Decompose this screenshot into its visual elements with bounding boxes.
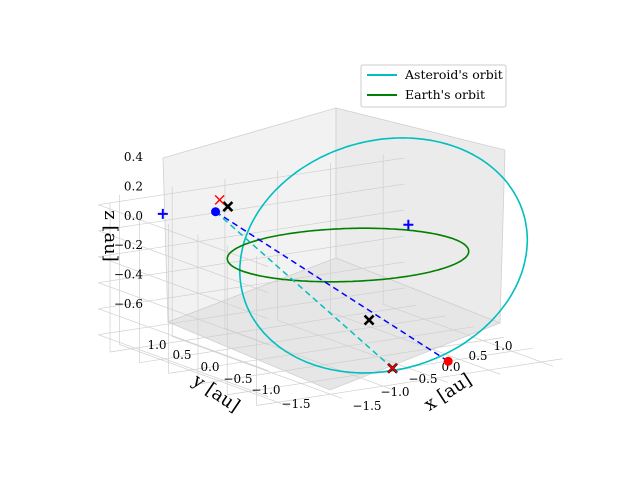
z-tick-label: −0.4 <box>114 268 144 282</box>
z-tick-labels: 0.4 0.2 0.0 −0.2 −0.4 −0.6 <box>114 150 144 311</box>
y-tick-label: −0.5 <box>223 372 252 386</box>
markers <box>157 194 453 374</box>
black-x-marker <box>222 201 234 213</box>
y-tick-label: 0.0 <box>200 360 219 374</box>
y-tick-label: 1.0 <box>147 338 166 352</box>
y-tick-label: −1.0 <box>251 383 280 397</box>
z-axis-label: z [au] <box>100 210 121 262</box>
black-x-marker <box>363 314 375 326</box>
legend-label-asteroid: Asteroid's orbit <box>404 67 503 82</box>
legend-label-earth: Earth's orbit <box>405 87 485 102</box>
y-tick-label: 0.5 <box>172 348 191 362</box>
x-tick-label: −1.5 <box>352 399 381 413</box>
blue-dot-marker <box>211 207 221 217</box>
y-tick-labels: 1.0 0.5 0.0 −0.5−1.0−1.5 <box>147 338 310 411</box>
x-tick-label: 0.5 <box>468 349 487 363</box>
red-x-marker <box>387 363 398 374</box>
y-tick-label: −1.5 <box>281 397 310 411</box>
blue-plus-marker <box>403 219 414 230</box>
orbit-curves <box>226 137 529 374</box>
z-tick-label: 0.4 <box>124 150 143 164</box>
asteroid-orbit-line <box>239 137 529 374</box>
x-tick-label: −1.0 <box>380 385 409 399</box>
legend-box <box>360 64 507 108</box>
z-tick-label: −0.6 <box>114 297 143 311</box>
z-tick-label: 0.2 <box>124 179 143 193</box>
earth-orbit-line <box>226 227 470 283</box>
connector-lines <box>215 211 449 369</box>
x-tick-label: 1.0 <box>493 339 512 353</box>
red-x-marker <box>214 194 225 205</box>
connector-line-blue <box>215 211 449 362</box>
z-tick-label: −0.2 <box>114 238 143 252</box>
legend: Asteroid's orbit Earth's orbit <box>360 64 507 108</box>
red-dot-marker <box>443 356 453 366</box>
x-tick-label: −0.5 <box>408 372 437 386</box>
blue-plus-marker <box>157 208 168 219</box>
z-tick-label: 0.0 <box>124 209 143 223</box>
x-tick-labels: −1.5−1.0−0.50.00.51.0 <box>352 339 512 413</box>
